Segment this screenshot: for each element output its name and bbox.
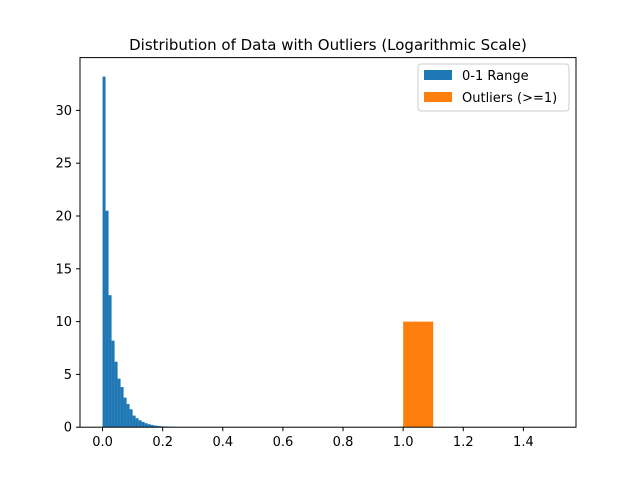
bar-range-17: [153, 425, 157, 428]
y-tick-label: 25: [55, 157, 72, 172]
bar-range-1: [105, 210, 109, 428]
y-tick-label: 15: [55, 262, 72, 277]
bar-range-7: [123, 397, 127, 428]
bar-range-2: [108, 295, 112, 428]
bar-range-6: [120, 387, 124, 428]
bar-range-18: [156, 425, 160, 428]
y-tick-label: 10: [55, 315, 72, 330]
legend: 0-1 Range Outliers (>=1): [417, 63, 570, 112]
x-tick-label: 1.4: [513, 435, 534, 450]
bar-range-14: [144, 423, 148, 428]
bar-range-8: [126, 403, 130, 428]
x-tick-label: 0.6: [273, 435, 294, 450]
legend-label-0-1-range: 0-1 Range: [462, 69, 529, 84]
plot-frame: [79, 57, 577, 428]
x-tick-label: 1.2: [453, 435, 474, 450]
legend-box: [417, 63, 570, 112]
bar-range-4: [114, 361, 118, 428]
x-tick-label: 0.8: [333, 435, 354, 450]
bar-range-0: [102, 76, 106, 428]
bar-range-13: [141, 421, 145, 428]
bars-layer: [102, 76, 434, 428]
bar-range-9: [129, 409, 133, 428]
legend-label-outliers: Outliers (>=1): [462, 91, 557, 106]
x-tick-label: 1.0: [393, 435, 414, 450]
bar-range-5: [117, 378, 121, 428]
x-axis: 0.0 0.2 0.4 0.6 0.8 1.0 1.2 1.4: [92, 427, 534, 450]
bar-range-12: [138, 420, 142, 428]
bar-range-11: [135, 418, 139, 428]
y-tick-label: 0: [64, 421, 72, 436]
y-axis: 0 5 10 15 20 25 30: [55, 104, 80, 436]
x-tick-label: 0.4: [212, 435, 233, 450]
bar-outlier-0: [403, 321, 434, 428]
bar-range-3: [111, 340, 115, 428]
bar-range-16: [150, 424, 154, 428]
y-tick-label: 5: [64, 368, 72, 383]
x-tick-label: 0.0: [92, 435, 113, 450]
legend-swatch-0-1-range: [424, 70, 452, 80]
y-tick-label: 20: [55, 210, 72, 225]
bar-range-10: [132, 415, 136, 428]
x-tick-label: 0.2: [152, 435, 173, 450]
chart-title: Distribution of Data with Outliers (Loga…: [129, 36, 527, 54]
bar-range-15: [147, 424, 151, 428]
y-tick-label: 30: [55, 104, 72, 119]
legend-swatch-outliers: [424, 92, 452, 102]
